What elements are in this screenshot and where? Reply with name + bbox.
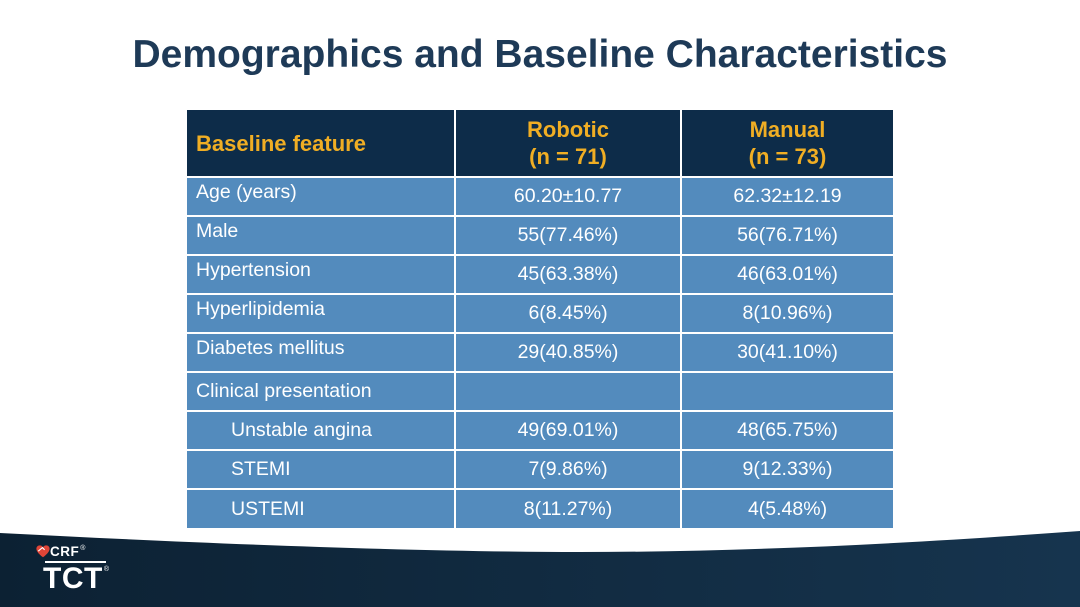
tct-label: TCT [43, 562, 103, 595]
crf-line: CRF ® [36, 544, 109, 559]
manual-value-cell: 48(65.75%) [680, 410, 894, 451]
table-row: Clinical presentation [186, 371, 894, 412]
table-row: STEMI 7(9.86%) 9(12.33%) [186, 449, 894, 490]
manual-value-cell: 46(63.01%) [680, 254, 894, 295]
header-manual-n: (n = 73) [748, 144, 827, 169]
manual-value-cell: 62.32±12.19 [680, 176, 894, 217]
footer-wave [0, 531, 1080, 607]
table-row: Hypertension 45(63.38%) 46(63.01%) [186, 254, 894, 295]
feature-cell: USTEMI [186, 488, 456, 529]
header-row: Baseline feature Robotic (n = 71) Manual… [186, 109, 894, 178]
feature-cell: Hypertension [186, 254, 456, 295]
robotic-value-cell [454, 371, 682, 412]
manual-value-cell: 4(5.48%) [680, 488, 894, 529]
crf-tct-logo: CRF ® TCT ® [36, 544, 109, 594]
manual-value-cell [680, 371, 894, 412]
slide-title: Demographics and Baseline Characteristic… [132, 33, 948, 76]
table-row: Diabetes mellitus 29(40.85%) 30(41.10%) [186, 332, 894, 373]
header-manual: Manual (n = 73) [680, 109, 894, 178]
manual-value-cell: 56(76.71%) [680, 215, 894, 256]
crf-heart-icon [36, 545, 50, 558]
feature-cell: Male [186, 215, 456, 256]
manual-value-cell: 8(10.96%) [680, 293, 894, 334]
feature-cell: Diabetes mellitus [186, 332, 456, 373]
feature-cell: Hyperlipidemia [186, 293, 456, 334]
table-row: Hyperlipidemia 6(8.45%) 8(10.96%) [186, 293, 894, 334]
tct-registered-icon: ® [103, 566, 109, 573]
feature-cell: Age (years) [186, 176, 456, 217]
table-body: Age (years) 60.20±10.77 62.32±12.19 Male 55(… [186, 176, 894, 529]
robotic-value-cell: 29(40.85%) [454, 332, 682, 373]
robotic-value-cell: 60.20±10.77 [454, 176, 682, 217]
robotic-value-cell: 7(9.86%) [454, 449, 682, 490]
tct-line: TCT ® [43, 564, 109, 594]
manual-value-cell: 9(12.33%) [680, 449, 894, 490]
header-robotic-n: (n = 71) [529, 144, 607, 169]
baseline-characteristics-table: Baseline feature Robotic (n = 71) Manual… [186, 109, 894, 529]
crf-label: CRF [50, 544, 80, 559]
header-manual-name: Manual [749, 117, 826, 142]
table-row: Male 55(77.46%) 56(76.71%) [186, 215, 894, 256]
header-robotic: Robotic (n = 71) [454, 109, 682, 178]
table-row: Age (years) 60.20±10.77 62.32±12.19 [186, 176, 894, 217]
logo-divider [45, 561, 106, 563]
feature-cell: STEMI [186, 449, 456, 490]
feature-cell: Unstable angina [186, 410, 456, 451]
robotic-value-cell: 45(63.38%) [454, 254, 682, 295]
robotic-value-cell: 8(11.27%) [454, 488, 682, 529]
crf-registered-icon: ® [80, 545, 86, 552]
table-row: USTEMI 8(11.27%) 4(5.48%) [186, 488, 894, 529]
table-row: Unstable angina 49(69.01%) 48(65.75%) [186, 410, 894, 451]
header-baseline-feature: Baseline feature [186, 109, 456, 178]
robotic-value-cell: 49(69.01%) [454, 410, 682, 451]
manual-value-cell: 30(41.10%) [680, 332, 894, 373]
robotic-value-cell: 55(77.46%) [454, 215, 682, 256]
table-header: Baseline feature Robotic (n = 71) Manual… [186, 109, 894, 178]
feature-cell: Clinical presentation [186, 371, 456, 412]
robotic-value-cell: 6(8.45%) [454, 293, 682, 334]
header-robotic-name: Robotic [527, 117, 609, 142]
